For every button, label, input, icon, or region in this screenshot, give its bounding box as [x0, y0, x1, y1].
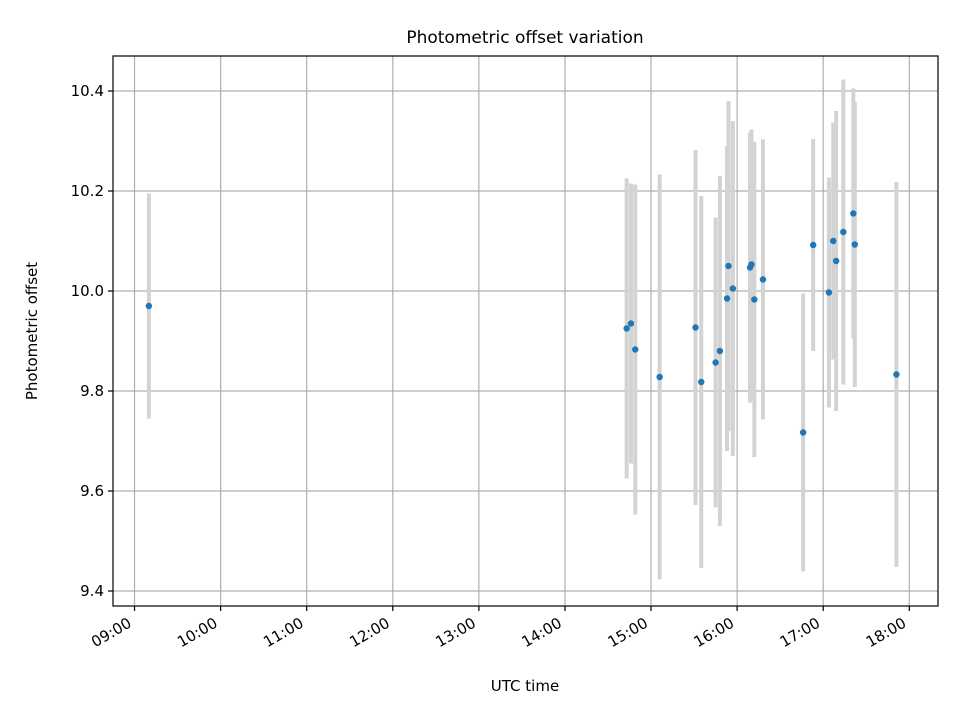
error-bars	[146, 79, 899, 580]
y-tick-label: 9.4	[80, 582, 104, 600]
y-tick-label: 9.6	[80, 482, 104, 500]
x-tick-label: 18:00	[863, 614, 909, 651]
grid-lines	[113, 56, 938, 606]
data-point	[656, 373, 663, 381]
y-axis-label: Photometric offset	[23, 262, 41, 400]
data-point	[751, 296, 758, 303]
y-tick-label: 10.4	[71, 82, 104, 100]
axis-ticks: 09:00 10:00 11:00 12:00 13:00 14:00 15:00 16:00…	[71, 82, 910, 651]
chart-title: Photometric offset variation	[406, 28, 643, 48]
data-point	[692, 324, 699, 331]
x-tick-label: 13:00	[432, 614, 478, 651]
data-point	[748, 261, 755, 268]
x-tick-label: 11:00	[260, 614, 306, 651]
data-point	[832, 257, 840, 265]
y-tick-label: 10.2	[71, 182, 104, 200]
data-point	[698, 378, 705, 386]
x-tick-label: 17:00	[777, 614, 823, 651]
data-point	[825, 289, 833, 296]
data-point	[759, 276, 767, 283]
data-point	[830, 237, 837, 245]
x-axis-label: UTC time	[491, 677, 559, 695]
data-point	[850, 210, 857, 217]
data-point	[840, 228, 847, 236]
data-point	[716, 347, 724, 355]
data-point	[851, 241, 858, 248]
data-point	[632, 346, 639, 353]
data-point	[623, 325, 630, 332]
data-point	[809, 241, 817, 249]
x-tick-label: 12:00	[346, 614, 392, 651]
data-point	[799, 429, 807, 436]
x-tick-label: 10:00	[174, 614, 220, 651]
plot-frame	[112, 55, 939, 607]
data-point	[145, 302, 153, 310]
data-point	[723, 295, 731, 302]
x-tick-label: 09:00	[88, 614, 134, 651]
data-point	[712, 359, 719, 366]
data-points	[145, 210, 900, 436]
y-tick-label: 9.8	[80, 382, 104, 400]
x-tick-label: 15:00	[605, 614, 651, 651]
data-point	[729, 285, 737, 292]
y-tick-label: 10.0	[71, 282, 104, 300]
x-tick-label: 14:00	[519, 614, 565, 651]
data-point	[627, 320, 635, 327]
data-point	[893, 371, 900, 378]
data-point	[725, 262, 732, 270]
x-tick-label: 16:00	[691, 614, 737, 651]
